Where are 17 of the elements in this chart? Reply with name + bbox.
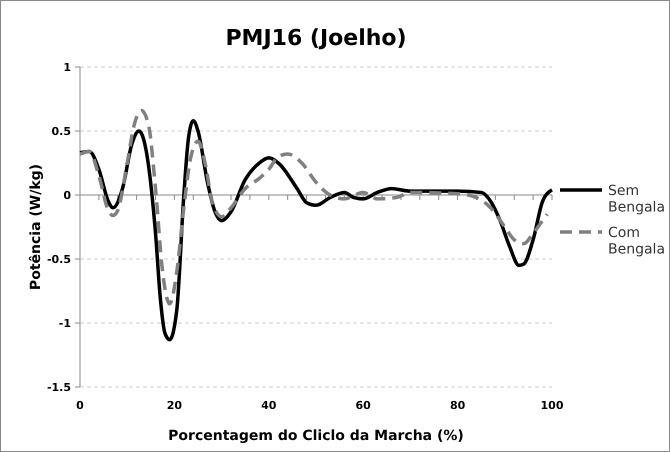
legend-label: Com Bengala	[608, 224, 666, 258]
x-tick-label: 60	[356, 399, 372, 412]
x-tick-label: 40	[261, 399, 277, 412]
y-tick-label: 0	[63, 188, 72, 202]
y-tick-label: -1	[58, 316, 71, 330]
x-tick-label: 80	[450, 399, 466, 412]
y-tick-label: -0.5	[46, 252, 71, 266]
y-axis-title: Potência (W/kg)	[28, 164, 44, 290]
chart-title: PMJ16 (Joelho)	[225, 26, 407, 51]
x-tick-label: 0	[76, 399, 84, 412]
y-tick-label: 0.5	[52, 124, 71, 138]
x-axis-title: Porcentagem do Cliclo da Marcha (%)	[168, 428, 464, 444]
x-tick-label: 100	[540, 399, 564, 412]
y-tick-label: 1	[63, 60, 71, 74]
legend-label: Sem Bengala	[608, 182, 666, 216]
y-tick-label: -1.5	[46, 380, 71, 394]
x-tick-label: 20	[166, 399, 182, 412]
